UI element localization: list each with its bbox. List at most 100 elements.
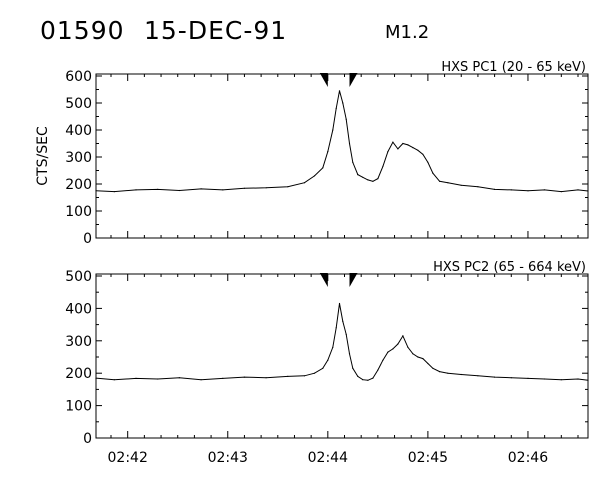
data-point <box>243 187 245 189</box>
data-point <box>265 187 267 189</box>
data-point <box>178 377 180 379</box>
data-point <box>412 147 414 149</box>
data-point <box>322 167 324 169</box>
data-point <box>265 377 267 379</box>
data-point <box>327 359 329 361</box>
data-point <box>157 188 159 190</box>
y-tick-label: 200 <box>65 177 92 193</box>
flare-class: M1.2 <box>385 22 430 43</box>
data-point <box>372 180 374 182</box>
data-point <box>335 327 337 329</box>
data-point <box>222 189 224 191</box>
x-tick-label: 02:46 <box>508 450 548 466</box>
data-point <box>313 372 316 374</box>
header: 01590 15-DEC-91 M1.2 <box>0 0 600 60</box>
data-point <box>352 367 354 369</box>
data-point <box>367 379 369 381</box>
data-point <box>544 189 546 191</box>
x-tick-label: 02:44 <box>308 450 348 466</box>
data-point <box>95 190 97 192</box>
data-point <box>402 142 404 145</box>
y-tick-label: 600 <box>65 69 92 85</box>
data-point <box>587 379 589 381</box>
plot-frame <box>95 273 589 439</box>
data-point <box>544 378 546 380</box>
data-point <box>157 378 159 380</box>
data-point <box>200 188 202 190</box>
y-tick-label: 400 <box>65 301 92 317</box>
data-point <box>287 375 289 377</box>
data-point <box>427 362 429 365</box>
data-point <box>527 377 529 379</box>
data-point <box>342 102 344 104</box>
data-point <box>313 175 316 177</box>
data-point <box>322 367 324 369</box>
y-tick-label: 100 <box>65 399 92 415</box>
data-point <box>303 375 306 377</box>
data-point <box>427 161 429 163</box>
data-point <box>422 358 424 360</box>
data-point <box>243 376 245 378</box>
data-point <box>494 376 496 378</box>
y-tick-label: 300 <box>65 150 92 166</box>
data-point <box>342 320 344 322</box>
panel-1: 0 100 200 300 400 500 600 HXS PC1 (20 - 65 keV)… <box>35 60 589 247</box>
data-point <box>338 90 341 92</box>
data-point <box>135 189 137 191</box>
data-point <box>527 190 529 192</box>
data-point <box>357 174 359 176</box>
data-point <box>135 377 137 379</box>
panel-2: 0 100 200 300 400 500 02:42 02:43 02:44 02:45 02:4… <box>65 260 589 466</box>
interval-marker <box>349 273 358 287</box>
y-tick-label: 0 <box>83 431 92 447</box>
data-point <box>439 371 441 373</box>
x-tick-label: 02:42 <box>108 450 148 466</box>
data-point <box>372 377 374 379</box>
data-point <box>577 189 579 191</box>
event-date: 15-DEC-91 <box>144 16 288 45</box>
y-tick-label: 400 <box>65 123 92 139</box>
y-axis-label: CTS/SEC <box>35 126 51 186</box>
data-point <box>432 367 434 369</box>
data-point <box>407 144 409 146</box>
x-tick-label: 02:45 <box>408 450 448 466</box>
data-point <box>460 184 462 186</box>
data-point <box>357 375 359 377</box>
data-point <box>417 149 419 151</box>
y-tick-label: 500 <box>65 269 92 285</box>
event-id: 01590 <box>40 16 125 45</box>
y-tick-label: 500 <box>65 96 92 112</box>
data-point <box>348 142 351 145</box>
data-point <box>494 188 496 190</box>
data-point <box>332 129 334 131</box>
data-point <box>397 148 399 150</box>
y-tick-label: 200 <box>65 366 92 382</box>
interval-marker <box>319 73 328 87</box>
data-point <box>113 191 115 193</box>
y-tick-label: 300 <box>65 334 92 350</box>
data-point <box>348 353 351 355</box>
interval-marker <box>319 273 328 287</box>
data-point <box>560 191 562 193</box>
data-point <box>477 375 479 377</box>
data-point <box>387 151 389 153</box>
data-point <box>510 377 512 379</box>
data-point <box>327 151 329 153</box>
plot-frame <box>95 73 589 239</box>
data-point <box>460 373 462 376</box>
y-tick-label: 0 <box>83 231 92 247</box>
data-point <box>417 356 419 358</box>
data-point <box>95 377 97 379</box>
y-tick-label: 100 <box>65 204 92 220</box>
data-point <box>382 165 384 167</box>
data-point <box>345 333 347 335</box>
data-point <box>587 190 589 192</box>
data-point <box>200 379 202 381</box>
data-point <box>332 346 334 348</box>
series-line <box>95 90 589 193</box>
interval-marker <box>349 73 358 87</box>
data-point <box>338 302 341 305</box>
data-point <box>377 369 379 371</box>
data-point <box>335 107 337 109</box>
